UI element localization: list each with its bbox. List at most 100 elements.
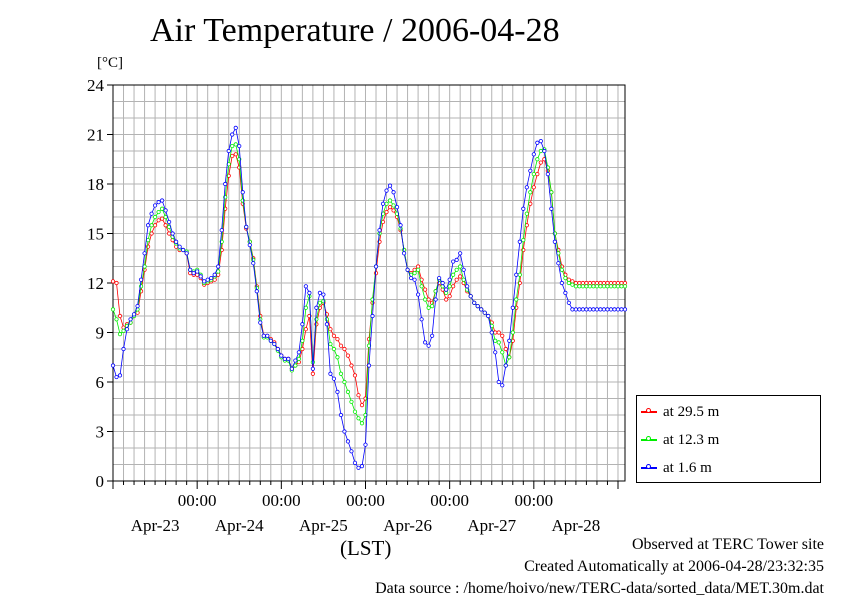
data-point: [524, 185, 529, 190]
data-point: [510, 330, 515, 335]
data-point: [370, 313, 375, 319]
legend: at 29.5 m at 12.3 m at 1.6 m: [636, 395, 821, 483]
data-point: [447, 294, 452, 299]
data-point: [159, 206, 165, 211]
data-point: [317, 290, 323, 295]
data-point: [531, 152, 536, 157]
data-point: [240, 190, 245, 195]
data-point: [121, 328, 126, 333]
data-point: [314, 317, 319, 322]
data-point: [538, 139, 543, 144]
data-point: [531, 185, 536, 190]
data-point: [444, 287, 449, 292]
data-point: [493, 350, 498, 355]
data-point: [345, 353, 351, 358]
data-point: [177, 244, 182, 249]
data-point: [415, 267, 421, 272]
data-point: [342, 346, 347, 352]
data-point: [591, 307, 596, 312]
data-point: [219, 228, 224, 233]
data-point: [584, 284, 589, 289]
data-point: [412, 270, 417, 276]
data-point: [458, 274, 463, 279]
data-point: [366, 363, 372, 368]
data-point: [615, 280, 621, 286]
data-point: [514, 272, 519, 277]
data-point: [230, 132, 235, 137]
data-point: [384, 201, 389, 206]
data-point: [458, 264, 463, 269]
data-point: [482, 310, 487, 315]
data-point: [528, 201, 533, 206]
data-point: [521, 238, 526, 243]
data-point: [356, 416, 361, 421]
x-tick-label: 00:00: [346, 491, 385, 510]
data-point: [419, 284, 424, 289]
data-point: [528, 168, 533, 173]
data-point: [317, 300, 323, 305]
data-point: [338, 371, 344, 376]
data-point: [300, 322, 305, 327]
data-point: [110, 307, 116, 312]
data-point: [496, 330, 501, 335]
data-point: [163, 208, 168, 213]
data-point: [591, 284, 596, 289]
data-point: [167, 231, 172, 236]
data-point: [145, 223, 151, 228]
data-point: [359, 402, 365, 408]
data-point: [131, 312, 137, 317]
data-point: [149, 231, 154, 236]
legend-item-12-3m: at 12.3 m: [641, 430, 719, 450]
data-point: [584, 307, 589, 312]
data-point: [205, 277, 210, 282]
data-point: [163, 214, 168, 220]
data-point: [479, 307, 484, 312]
data-point: [563, 275, 568, 281]
data-point: [489, 330, 494, 335]
data-point: [465, 284, 470, 289]
data-point: [296, 350, 301, 355]
chart-title: Air Temperature / 2006-04-28: [150, 12, 560, 49]
data-point: [475, 303, 480, 309]
data-point: [324, 317, 330, 322]
data-point: [209, 275, 214, 281]
data-point: [496, 340, 501, 345]
data-point: [121, 346, 126, 352]
data-point: [573, 284, 579, 289]
data-point: [268, 338, 273, 343]
data-point: [423, 297, 428, 302]
data-point: [331, 376, 337, 381]
data-point: [451, 272, 456, 277]
legend-marker-12-3m: [641, 436, 657, 441]
data-point: [423, 340, 428, 345]
y-tick-label: 24: [87, 76, 105, 95]
data-point: [622, 307, 628, 312]
data-point: [496, 379, 501, 385]
data-point: [202, 279, 207, 284]
data-point: [366, 336, 372, 342]
data-point: [415, 292, 421, 297]
data-point: [328, 327, 333, 332]
data-point: [387, 183, 393, 188]
data-point: [398, 223, 403, 228]
data-point: [145, 238, 151, 243]
data-point: [286, 356, 291, 361]
legend-marker-1-6m: [641, 464, 657, 469]
data-point: [545, 172, 550, 177]
y-tick-label: 12: [87, 274, 104, 293]
data-point: [237, 143, 242, 149]
data-point: [622, 280, 628, 286]
data-point: [296, 356, 301, 361]
data-point: [608, 280, 614, 286]
data-point: [580, 307, 586, 312]
x-tick-label: 00:00: [262, 491, 301, 510]
data-point: [377, 228, 382, 233]
data-point: [447, 277, 452, 282]
data-point: [387, 198, 393, 203]
data-point: [405, 267, 410, 272]
data-point: [608, 284, 614, 289]
data-point: [524, 211, 529, 216]
x-axis-label: (LST): [340, 536, 392, 560]
data-point: [149, 211, 154, 216]
data-point: [191, 270, 196, 276]
